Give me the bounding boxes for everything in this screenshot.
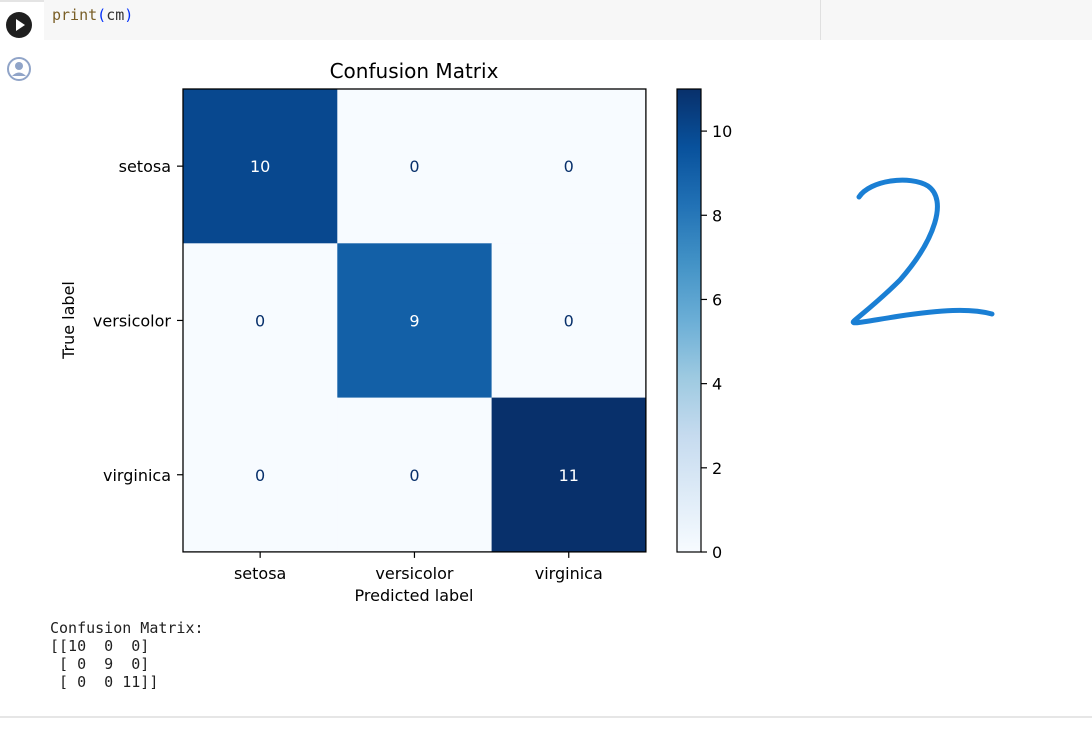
cell-value-label: 0 (409, 157, 419, 176)
matrix-cell-setosa-virginica (491, 89, 647, 244)
y-tick-label: versicolor (93, 311, 171, 330)
cell-value-label: 10 (250, 157, 270, 176)
y-axis-label: True label (59, 281, 78, 360)
matrix-cell-setosa-versicolor (337, 89, 493, 244)
code-argument: cm (106, 6, 125, 24)
y-tick-label: setosa (119, 157, 171, 176)
cell-value-label: 0 (564, 157, 574, 176)
handwritten-annotation (850, 177, 995, 326)
cell-value-label: 0 (255, 466, 265, 485)
cell-value-label: 0 (564, 311, 574, 330)
matrix-cell-virginica-versicolor (337, 397, 493, 553)
code-line[interactable]: print(cm) (52, 5, 133, 25)
x-tick-label: versicolor (375, 564, 453, 583)
colorbar-tick-label: 0 (712, 543, 722, 562)
colorbar-tick-label: 10 (712, 122, 732, 141)
cell-value-label: 11 (559, 466, 579, 485)
cell-value-label: 0 (409, 466, 419, 485)
colorbar-tick-label: 4 (712, 375, 722, 394)
colorbar-tick-label: 8 (712, 206, 722, 225)
colorbar-tick-label: 2 (712, 459, 722, 478)
matrix-cell-versicolor-virginica (491, 243, 647, 399)
run-cell-button[interactable] (6, 12, 32, 38)
matrix-cell-setosa-setosa (183, 89, 338, 244)
code-editor[interactable] (44, 0, 1092, 40)
matrix-cell-versicolor-setosa (183, 243, 338, 399)
cell-value-label: 0 (255, 311, 265, 330)
cell-value-label: 9 (409, 311, 419, 330)
cell-bottom-border (0, 716, 1092, 718)
confusion-matrix-chart: Confusion Matrix Predicted label True la… (59, 59, 732, 605)
y-tick-label: virginica (103, 466, 171, 485)
chart-title: Confusion Matrix (330, 59, 499, 83)
play-icon (16, 19, 25, 31)
matrix-cell-virginica-setosa (183, 397, 338, 553)
code-editor-divider (820, 0, 821, 40)
code-close-paren: ) (124, 6, 134, 24)
x-tick-label: setosa (234, 564, 286, 583)
code-open-paren: ( (97, 6, 107, 24)
x-axis-label: Predicted label (355, 586, 474, 605)
matrix-cell-versicolor-versicolor (337, 243, 493, 399)
colorbar (676, 88, 702, 553)
cell-output-text: Confusion Matrix: [[10 0 0] [ 0 9 0] [ 0… (50, 619, 204, 691)
colorbar-tick-label: 6 (712, 290, 722, 309)
matrix-cell-virginica-virginica (491, 397, 647, 553)
x-tick-label: virginica (535, 564, 603, 583)
account-circle-icon (7, 57, 31, 81)
code-function: print (52, 6, 98, 24)
